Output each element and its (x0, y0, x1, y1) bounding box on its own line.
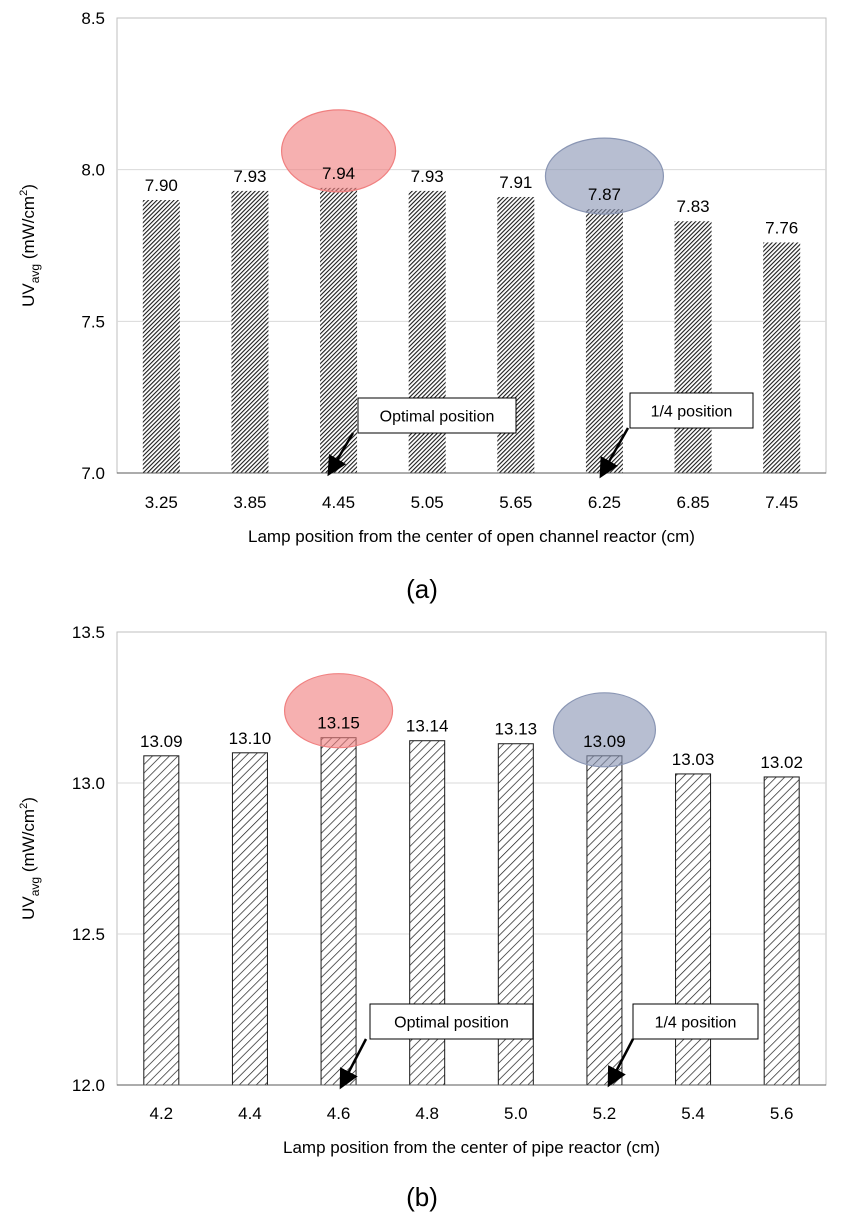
annotation-text: Optimal position (380, 409, 495, 426)
bar (143, 755, 180, 1086)
y-tick-label: 8.5 (81, 9, 105, 28)
bar (586, 755, 623, 1086)
data-label: 13.14 (406, 717, 449, 736)
highlight-ellipse (552, 692, 657, 768)
x-tick-label: 4.4 (238, 1104, 262, 1123)
data-label: 13.15 (317, 714, 360, 733)
bar (320, 737, 357, 1086)
data-label: 7.76 (765, 218, 798, 237)
y-tick-label: 7.5 (81, 312, 105, 331)
data-label: 13.02 (760, 753, 803, 772)
x-axis-title: Lamp position from the center of open ch… (248, 527, 695, 546)
x-tick-label: 4.45 (322, 493, 355, 512)
data-label: 13.10 (229, 729, 272, 748)
bar (674, 221, 712, 473)
data-label: 7.83 (677, 197, 710, 216)
data-label: 7.90 (145, 176, 178, 195)
chart-b: 12.0 12.5 13.0 13.5 13.09 13.10 13.15 13.14 13.1… (18, 623, 827, 1212)
annotation-text: 1/4 position (651, 404, 733, 421)
x-tick-label: 5.05 (411, 493, 444, 512)
x-tick-label: 4.2 (149, 1104, 173, 1123)
x-tick-label: 5.6 (770, 1104, 794, 1123)
annotation-box (357, 397, 517, 434)
panel-label: (b) (406, 1182, 438, 1212)
y-tick-label: 12.5 (72, 925, 105, 944)
annotation-text: 1/4 position (655, 1015, 737, 1032)
x-tick-label: 6.85 (677, 493, 710, 512)
y-axis-title: UVavg (mW/cm2) (18, 797, 42, 920)
x-tick-label: 3.25 (145, 493, 178, 512)
data-label: 7.93 (411, 167, 444, 186)
y-tick-label: 13.0 (72, 774, 105, 793)
data-label: 7.94 (322, 164, 355, 183)
x-tick-label: 4.6 (327, 1104, 351, 1123)
y-tick-label: 12.0 (72, 1076, 105, 1095)
x-axis-title: Lamp position from the center of pipe re… (283, 1138, 660, 1157)
data-label: 7.93 (233, 167, 266, 186)
data-label: 13.09 (140, 732, 183, 751)
bar (231, 752, 268, 1086)
x-tick-label: 3.85 (233, 493, 266, 512)
x-tick-label: 4.8 (415, 1104, 439, 1123)
y-tick-label: 13.5 (72, 623, 105, 642)
panel-label: (a) (406, 574, 438, 604)
x-tick-label: 5.4 (681, 1104, 705, 1123)
bar (142, 200, 180, 473)
data-label: 13.13 (495, 720, 538, 739)
x-tick-label: 5.65 (499, 493, 532, 512)
bar (585, 209, 623, 473)
annotation-box (369, 1003, 534, 1040)
highlight-ellipse (280, 109, 397, 193)
annotation-arrow (327, 432, 355, 477)
bar (231, 190, 269, 473)
data-label: 13.09 (583, 732, 626, 751)
x-tick-label: 5.0 (504, 1104, 528, 1123)
highlight-ellipse (283, 673, 394, 749)
data-label: 13.03 (672, 750, 715, 769)
annotation-box (632, 1003, 759, 1040)
x-tick-label: 5.2 (593, 1104, 617, 1123)
annotation-arrow (599, 427, 630, 479)
x-tick-label: 7.45 (765, 493, 798, 512)
x-tick-label: 6.25 (588, 493, 621, 512)
highlight-ellipse (544, 137, 665, 215)
bar (763, 242, 801, 473)
annotation-arrow (339, 1038, 368, 1090)
y-tick-label: 8.0 (81, 161, 105, 180)
chart-a: 7.0 7.5 8.0 8.5 7.90 7.93 7.94 7.93 7.91 7.87 7.83… (18, 9, 827, 604)
data-label: 7.87 (588, 185, 621, 204)
bar (763, 776, 800, 1086)
annotation-box (629, 392, 754, 429)
data-label: 7.91 (499, 173, 532, 192)
y-axis-title: UVavg (mW/cm2) (18, 184, 42, 307)
annotation-arrow (607, 1038, 635, 1088)
y-tick-label: 7.0 (81, 464, 105, 483)
annotation-text: Optimal position (394, 1015, 509, 1032)
bar (320, 187, 358, 473)
